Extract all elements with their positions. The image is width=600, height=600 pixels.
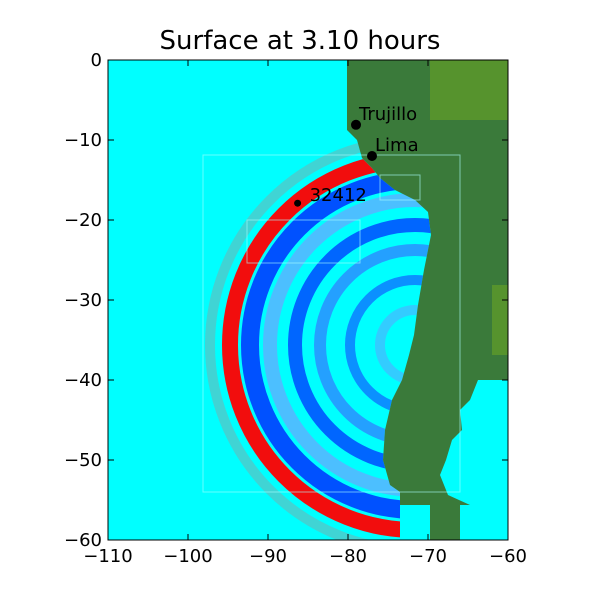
x-tick-label: −90 bbox=[249, 546, 287, 567]
x-tick-label: −100 bbox=[163, 546, 212, 567]
axis-ticks: −110 −100 −90 −80 −70 −60 0 −10 −20 −30 −40 −50 −60 bbox=[64, 50, 527, 567]
andes-highland bbox=[430, 60, 508, 120]
andes-highland bbox=[492, 285, 508, 355]
map-title: Surface at 3.10 hours bbox=[159, 26, 441, 56]
place-marker bbox=[351, 119, 361, 130]
place-marker bbox=[294, 199, 302, 207]
x-tick-label: −60 bbox=[489, 546, 527, 567]
y-tick-label: −60 bbox=[64, 530, 102, 551]
y-tick-label: −50 bbox=[64, 450, 102, 471]
place-marker bbox=[367, 151, 377, 161]
grid-patches bbox=[202, 154, 461, 493]
y-tick-label: −40 bbox=[64, 370, 102, 391]
y-tick-label: −30 bbox=[64, 290, 102, 311]
place-label: Trujillo bbox=[358, 104, 417, 125]
y-tick-label: 0 bbox=[91, 50, 102, 71]
land-mass bbox=[347, 60, 508, 540]
southern-ocean bbox=[460, 505, 508, 540]
place-label: Lima bbox=[375, 135, 419, 156]
x-tick-label: −80 bbox=[329, 546, 367, 567]
x-tick-label: −110 bbox=[83, 546, 132, 567]
y-tick-label: −10 bbox=[64, 130, 102, 151]
atlantic-cutout bbox=[440, 380, 508, 505]
y-tick-label: −20 bbox=[64, 210, 102, 231]
southern-ocean bbox=[400, 505, 430, 540]
place-label: 32412 bbox=[310, 185, 367, 206]
place-markers: Trujillo Lima 32412 bbox=[294, 104, 419, 207]
x-tick-label: −70 bbox=[409, 546, 447, 567]
